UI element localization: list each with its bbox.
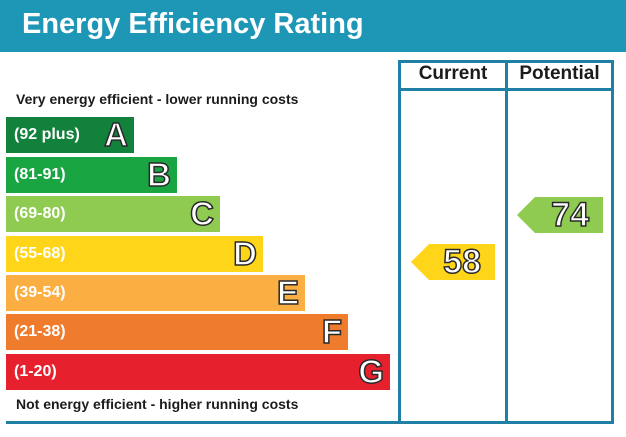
- band-range-label: (1-20): [14, 363, 57, 380]
- rating-band-g: (1-20) G: [6, 353, 390, 391]
- band-range-label: (81-91): [14, 166, 66, 183]
- current-rating-value: 58: [442, 243, 481, 281]
- frame-divider-mid: [505, 60, 508, 422]
- band-range-label: (21-38): [14, 323, 66, 340]
- band-range-label: (39-54): [14, 284, 66, 301]
- frame-divider-left: [398, 60, 401, 422]
- potential-rating-value: 74: [550, 196, 589, 234]
- header-bar: Energy Efficiency Rating: [0, 0, 626, 52]
- band-letter: E: [276, 274, 300, 312]
- band-range-label: (55-68): [14, 245, 66, 262]
- potential-rating-pointer: 74: [517, 196, 603, 234]
- bottom-caption: Not energy efficient - higher running co…: [16, 396, 299, 412]
- rating-band-a: (92 plus) A: [6, 116, 134, 154]
- rating-band-c: (69-80) C: [6, 195, 220, 233]
- page-title: Energy Efficiency Rating: [22, 8, 364, 40]
- potential-column-header: Potential: [519, 63, 600, 84]
- rating-band-e: (39-54) E: [6, 274, 305, 312]
- rating-band-f: (21-38) F: [6, 313, 348, 351]
- current-column-header: Current: [418, 63, 488, 84]
- top-caption: Very energy efficient - lower running co…: [16, 91, 299, 107]
- band-letter: B: [146, 156, 171, 194]
- band-letter: D: [232, 235, 257, 273]
- band-letter: A: [103, 116, 128, 154]
- frame-divider-right: [611, 60, 614, 422]
- rating-band-d: (55-68) D: [6, 235, 263, 273]
- band-letter: F: [321, 313, 343, 351]
- band-range-label: (69-80): [14, 205, 66, 222]
- potential-arrow-shape: [517, 197, 603, 233]
- current-rating-pointer: 58: [411, 243, 495, 281]
- band-letter: G: [358, 353, 385, 391]
- current-arrow-shape: [411, 244, 495, 280]
- rating-band-b: (81-91) B: [6, 156, 177, 194]
- band-letter: C: [189, 195, 214, 233]
- band-range-label: (92 plus): [14, 126, 80, 143]
- frame-bottom-line: [6, 421, 614, 424]
